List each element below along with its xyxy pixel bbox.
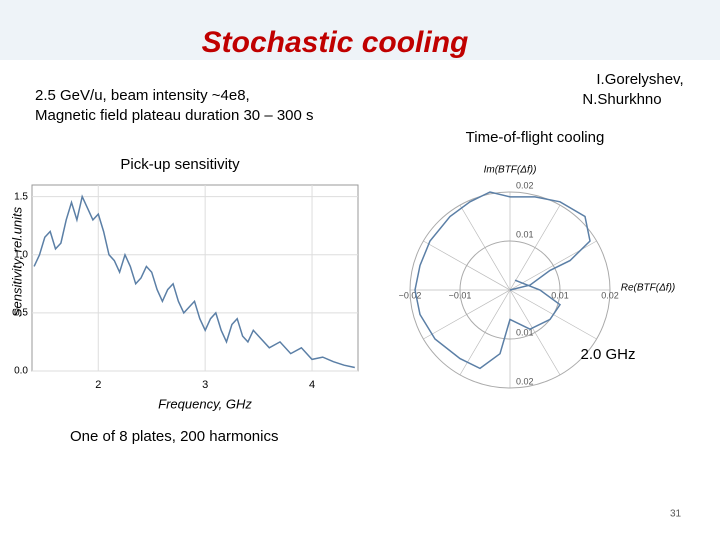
header-decoration: [0, 0, 720, 60]
condition-line: Magnetic field plateau duration 30 – 300…: [35, 107, 314, 124]
y-axis-label: Im(BTF(Δf)): [484, 165, 537, 176]
sensitivity-line: [33, 194, 355, 369]
btf-curve: [414, 191, 591, 370]
y-tick-label: 0.5: [14, 308, 28, 319]
y-tick-label: 0.02: [516, 376, 534, 386]
x-axis-label: Re(BTF(Δf)): [621, 283, 675, 294]
chart-title: Time-of-flight cooling: [466, 129, 605, 146]
x-tick-label: 4: [309, 379, 315, 391]
y-tick-label: 1.5: [14, 191, 28, 202]
y-tick-label: 0.01: [516, 229, 534, 239]
condition-line: 2.5 GeV/u, beam intensity ~4e8,: [35, 87, 250, 104]
x-tick-label: 0.02: [601, 290, 619, 300]
y-axis-label: Sensitivity, rel.units: [9, 206, 24, 317]
y-tick-label: 1.0: [14, 249, 28, 260]
footnote: One of 8 plates, 200 harmonics: [70, 428, 278, 445]
author-line: I.Gorelyshev,: [596, 71, 683, 88]
x-tick-label: 2: [95, 379, 101, 391]
chart-title: Pick-up sensitivity: [120, 156, 240, 173]
x-axis-label: Frequency, GHz: [158, 396, 252, 411]
y-tick-label: 0.01: [516, 327, 534, 337]
y-tick-label: 0.02: [516, 180, 534, 190]
plot-frame: [31, 184, 359, 372]
grid-circle: [459, 240, 561, 340]
author-line: N.Shurkhno: [582, 91, 661, 108]
annotation: 2.0 GHz: [580, 346, 635, 363]
slide-title: Stochastic cooling: [202, 26, 469, 59]
x-tick-label: 3: [202, 379, 208, 391]
y-tick-label: 0.0: [14, 366, 28, 377]
grid-circle: [409, 191, 611, 389]
page-number: 31: [670, 509, 682, 520]
x-tick-label: 0.01: [551, 290, 569, 300]
